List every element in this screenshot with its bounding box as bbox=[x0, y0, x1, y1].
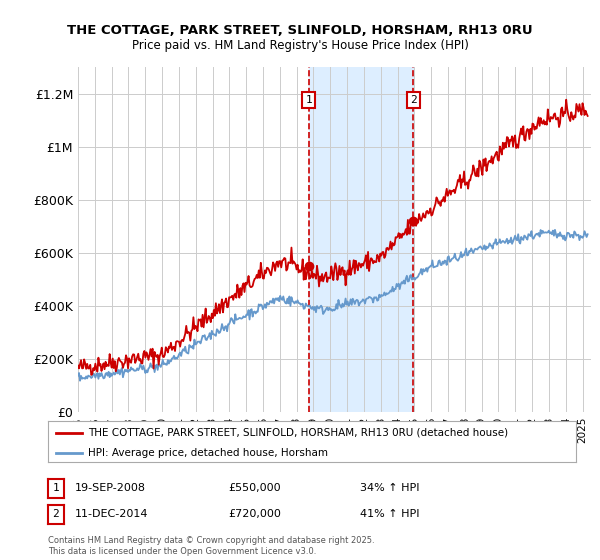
Bar bbox=[309, 67, 413, 412]
Text: 19-SEP-2008: 19-SEP-2008 bbox=[75, 483, 146, 493]
Text: £720,000: £720,000 bbox=[228, 509, 281, 519]
Text: 11-DEC-2014: 11-DEC-2014 bbox=[75, 509, 149, 519]
Text: Contains HM Land Registry data © Crown copyright and database right 2025.
This d: Contains HM Land Registry data © Crown c… bbox=[48, 536, 374, 556]
Text: THE COTTAGE, PARK STREET, SLINFOLD, HORSHAM, RH13 0RU: THE COTTAGE, PARK STREET, SLINFOLD, HORS… bbox=[67, 24, 533, 36]
Text: HPI: Average price, detached house, Horsham: HPI: Average price, detached house, Hors… bbox=[88, 448, 328, 458]
Text: 1: 1 bbox=[305, 95, 312, 105]
Text: Price paid vs. HM Land Registry's House Price Index (HPI): Price paid vs. HM Land Registry's House … bbox=[131, 39, 469, 52]
Text: THE COTTAGE, PARK STREET, SLINFOLD, HORSHAM, RH13 0RU (detached house): THE COTTAGE, PARK STREET, SLINFOLD, HORS… bbox=[88, 428, 508, 437]
Text: 41% ↑ HPI: 41% ↑ HPI bbox=[360, 509, 419, 519]
Text: £550,000: £550,000 bbox=[228, 483, 281, 493]
Text: 2: 2 bbox=[410, 95, 417, 105]
Text: 34% ↑ HPI: 34% ↑ HPI bbox=[360, 483, 419, 493]
Text: 2: 2 bbox=[52, 509, 59, 519]
Text: 1: 1 bbox=[52, 483, 59, 493]
